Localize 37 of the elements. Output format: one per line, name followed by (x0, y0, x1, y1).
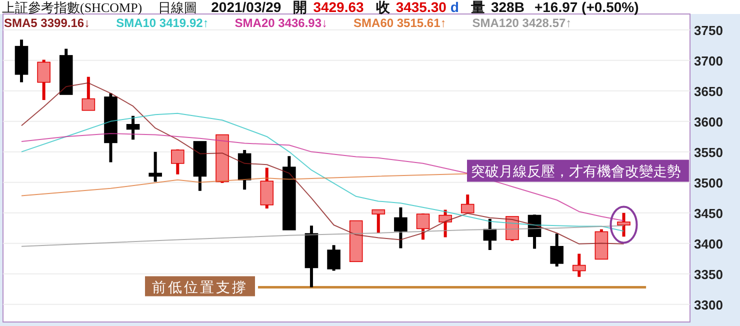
annotation: 328B (490, 0, 524, 15)
line-series (21, 173, 468, 196)
candlestick (349, 220, 363, 262)
ref-line-label: 前低位置支撐 (152, 280, 248, 296)
annotation: 收 (376, 0, 391, 15)
y-tick-label: 3500 (694, 175, 723, 190)
y-tick-label: 3750 (694, 22, 723, 38)
candlestick (372, 209, 386, 233)
annotation: d (450, 0, 459, 15)
candlestick (216, 134, 229, 183)
annotation: 3435.30 (396, 0, 447, 15)
chart-title: 上証參考指數(SHCOMP) (2, 0, 142, 15)
y-tick-label: 3350 (694, 266, 723, 282)
text: SMA5 3399.16↓ (4, 16, 90, 30)
annotation: 量 (470, 0, 485, 15)
y-tick-label: 3550 (694, 144, 723, 160)
y-tick-label: 3700 (694, 53, 723, 68)
candlestick (460, 194, 474, 214)
annotation: 日線圖 (158, 0, 198, 15)
text: SMA20 3436.93↓ (234, 16, 328, 30)
text: SMA120 3428.57↑ (472, 16, 572, 30)
y-tick-label: 3400 (694, 236, 723, 252)
annotation: 突破月線反壓，才有機會改變走勢 (471, 164, 681, 180)
candlestick (59, 48, 73, 95)
annotation: 3429.63 (313, 0, 364, 15)
text: SMA60 3515.61↑ (354, 16, 446, 30)
y-tick-label: 3600 (694, 114, 723, 130)
candlestick (82, 76, 96, 111)
annotation: +16.97 (+0.50%) (534, 0, 639, 15)
annotation: 開 (293, 0, 308, 15)
text: SMA10 3419.92↑ (116, 16, 209, 30)
candlestick (282, 156, 296, 230)
candlestick (193, 141, 207, 191)
y-tick-label: 3650 (694, 84, 723, 99)
y-tick-label: 3300 (694, 297, 723, 312)
y-tick-label: 3450 (694, 206, 723, 221)
annotation: 2021/03/29 (211, 0, 282, 15)
